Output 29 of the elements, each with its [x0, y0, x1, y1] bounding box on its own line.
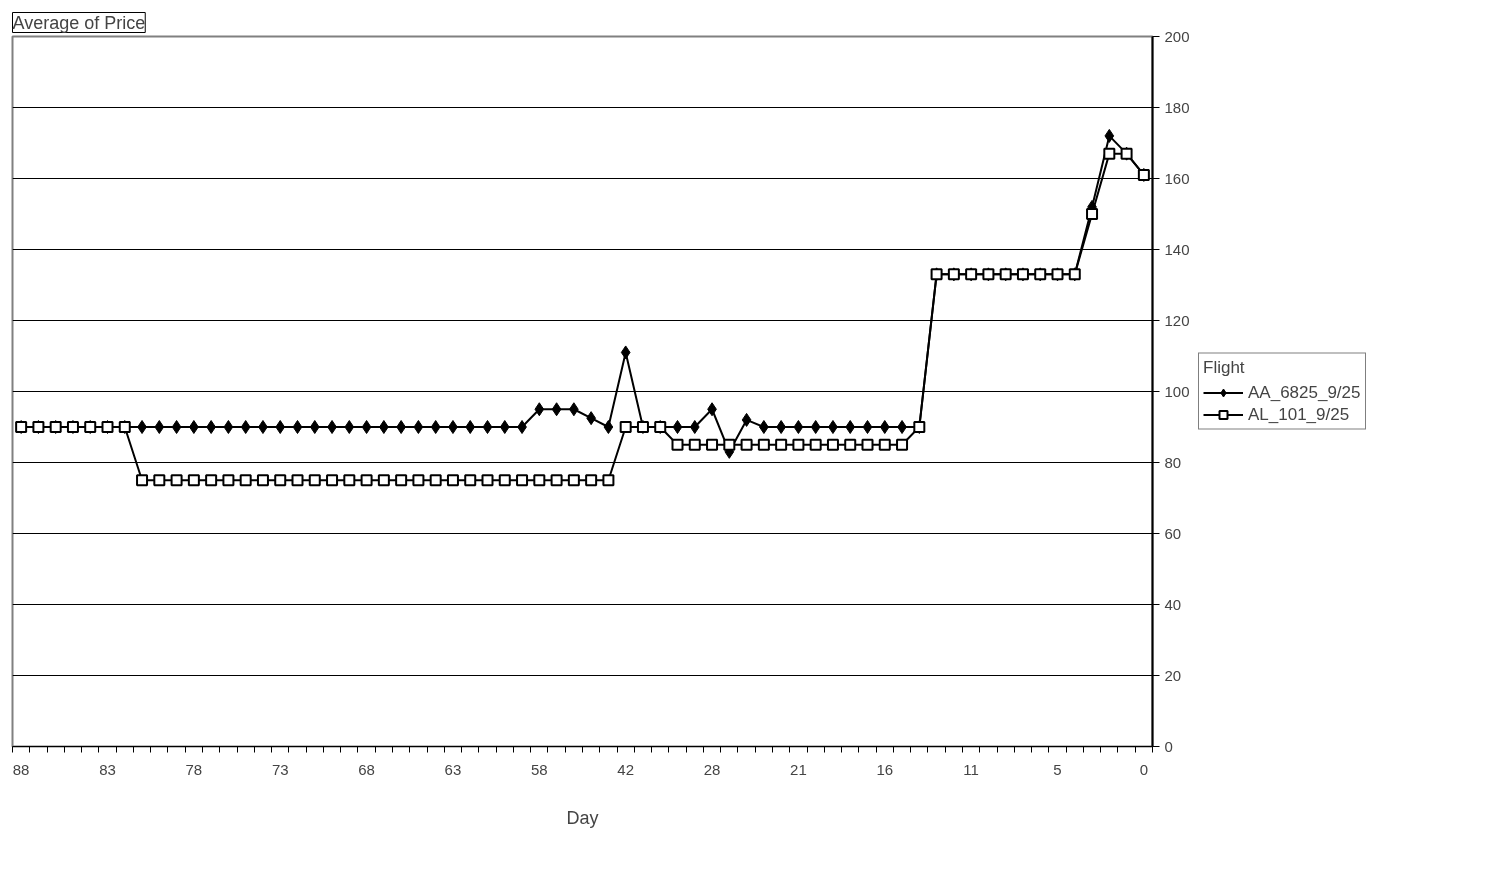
y-tick-label: 120 — [1164, 311, 1190, 329]
x-tick-label: 68 — [358, 760, 375, 778]
x-tick-label: 42 — [617, 760, 635, 778]
x-axis-title: Day — [566, 807, 599, 828]
x-tick-label: 83 — [99, 760, 116, 778]
y-tick-label: 160 — [1164, 169, 1190, 187]
x-tick-label: 28 — [703, 760, 721, 778]
y-tick-label: 0 — [1164, 737, 1173, 755]
y-tick-label: 200 — [1164, 27, 1190, 45]
x-tick-label: 5 — [1053, 760, 1062, 778]
x-tick-label: 78 — [185, 760, 203, 778]
y-tick-label: 180 — [1164, 98, 1190, 116]
y-tick-label: 100 — [1164, 382, 1190, 400]
x-tick-label: 88 — [12, 760, 30, 778]
y-tick-label: 20 — [1164, 666, 1182, 684]
x-tick-label: 16 — [876, 760, 894, 778]
y-tick-label: 80 — [1164, 453, 1182, 471]
legend-label: AL_101_9/25 — [1248, 404, 1350, 425]
x-tick-label: 73 — [271, 760, 289, 778]
x-tick-label: 58 — [530, 760, 548, 778]
x-tick-label: 11 — [963, 760, 979, 778]
x-tick-label: 21 — [790, 760, 807, 778]
x-tick-label: 0 — [1139, 760, 1149, 778]
y-tick-label: 140 — [1164, 240, 1190, 258]
legend-title: Flight — [1203, 357, 1246, 378]
y-tick-label: 40 — [1164, 595, 1182, 613]
y-tick-label: 60 — [1164, 524, 1182, 542]
legend-label: AA_6825_9/25 — [1248, 382, 1361, 403]
x-tick-label: 63 — [444, 760, 462, 778]
